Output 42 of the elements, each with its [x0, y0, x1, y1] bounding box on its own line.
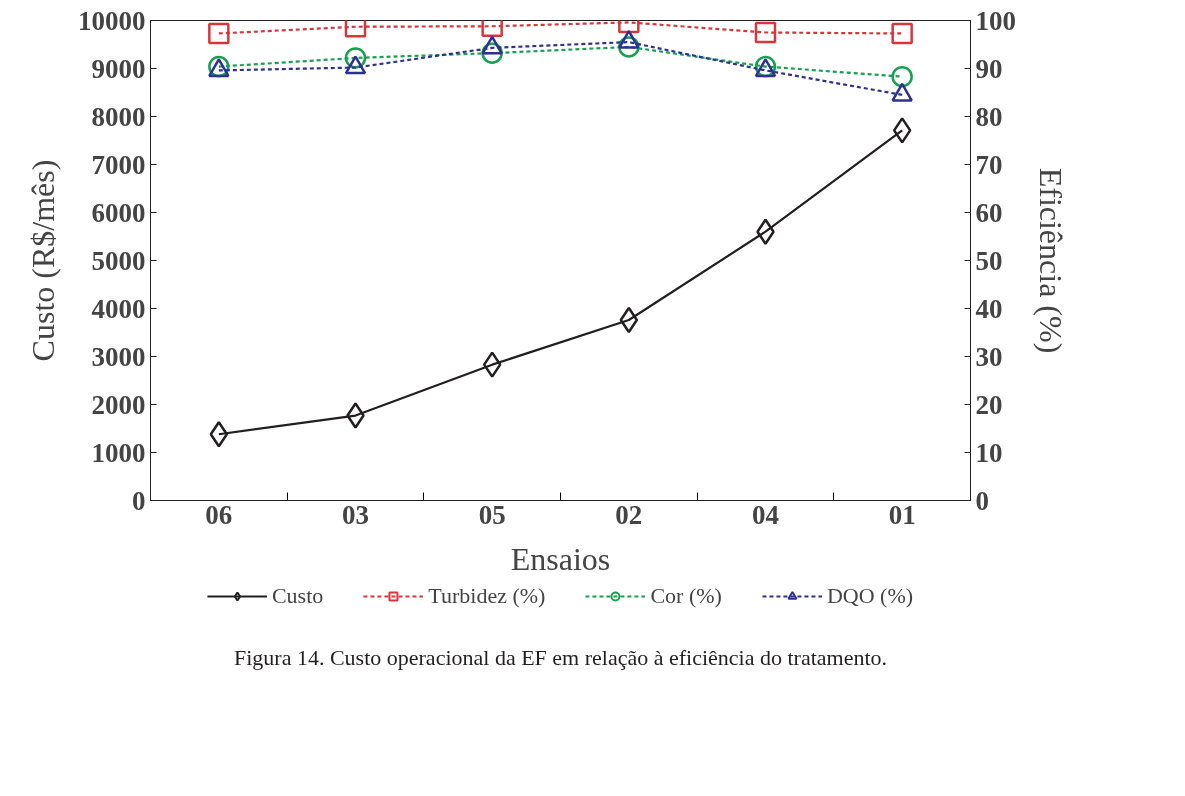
point [619, 306, 639, 334]
legend-label: Cor (%) [650, 583, 722, 609]
y2-tick-label: 80 [975, 101, 1003, 132]
y-tick-label: 4000 [91, 293, 146, 324]
point [209, 421, 229, 448]
legend-label: DQO (%) [826, 583, 914, 609]
point [482, 351, 502, 378]
point [892, 117, 912, 144]
y-tick-label: 8000 [91, 101, 146, 132]
y2-axis-title: Eficiência (%) [1033, 167, 1069, 354]
y2-tick-label: 50 [975, 245, 1003, 276]
y2-tick-label: 0 [975, 485, 989, 516]
y-tick-label: 3000 [91, 341, 146, 372]
y-tick-label: 7000 [91, 149, 146, 180]
y2-tick-label: 10 [975, 437, 1003, 468]
x-tick-label: 04 [752, 499, 779, 530]
y-tick-label: 10000 [78, 5, 146, 36]
y2-tick-label: 60 [975, 197, 1003, 228]
x-tick-label: 03 [342, 499, 369, 530]
y2-tick-label: 20 [975, 389, 1003, 420]
x-tick-label: 06 [205, 499, 233, 530]
legend-label: Turbidez (%) [428, 583, 546, 609]
y-tick-label: 9000 [91, 53, 146, 84]
y-tick-label: 2000 [91, 389, 146, 420]
text: Figura 14. Custo operacional da EF em relação à eficiência do tratamento. [233, 644, 888, 670]
y2-tick-label: 40 [975, 293, 1003, 324]
y2-tick-label: 30 [975, 341, 1003, 372]
x-tick-label: 05 [478, 499, 506, 530]
x-tick-label: 02 [615, 499, 643, 530]
y-axis-title: Custo (R$/mês) [25, 159, 61, 362]
legend-label: Custo [271, 583, 324, 609]
y2-tick-label: 70 [975, 149, 1003, 180]
point [346, 402, 365, 429]
y2-tick-label: 100 [975, 5, 1016, 36]
x-axis-title: Ensaios [510, 540, 611, 577]
x-tick-label: 01 [888, 499, 916, 530]
y2-tick-label: 90 [975, 53, 1003, 84]
point [756, 218, 775, 245]
y-tick-label: 5000 [91, 245, 146, 276]
y-tick-label: 0 [132, 485, 146, 516]
y-tick-label: 6000 [91, 197, 146, 228]
y-tick-label: 1000 [91, 437, 146, 468]
